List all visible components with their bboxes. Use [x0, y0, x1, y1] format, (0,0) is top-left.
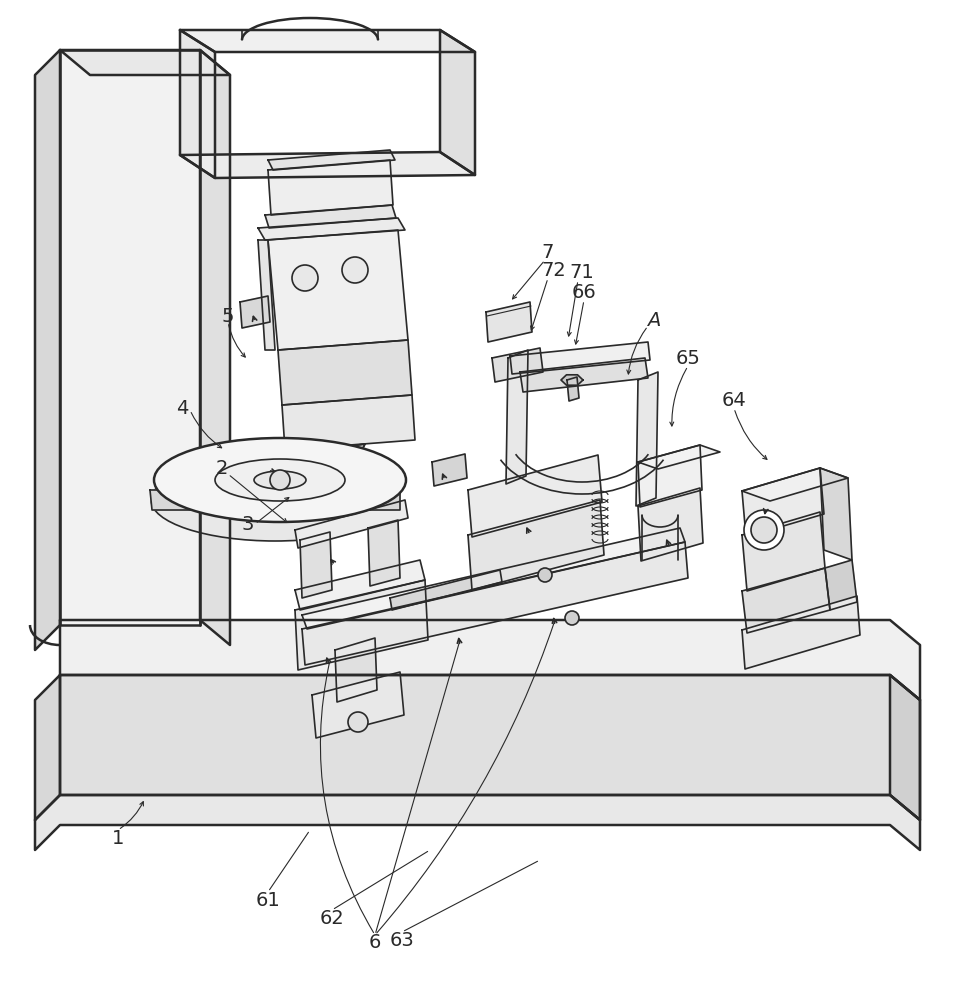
Circle shape — [565, 611, 579, 625]
Polygon shape — [432, 454, 467, 486]
Circle shape — [744, 510, 784, 550]
Text: 5: 5 — [222, 306, 234, 326]
Circle shape — [270, 470, 290, 490]
Polygon shape — [825, 560, 857, 610]
Polygon shape — [312, 672, 404, 738]
Polygon shape — [742, 468, 824, 537]
Polygon shape — [60, 675, 920, 820]
Text: 7: 7 — [541, 242, 554, 261]
Ellipse shape — [215, 459, 345, 501]
Polygon shape — [742, 596, 860, 669]
Polygon shape — [368, 520, 400, 586]
Text: 64: 64 — [722, 390, 746, 410]
Text: 4: 4 — [176, 398, 188, 418]
Polygon shape — [35, 50, 60, 650]
Polygon shape — [492, 348, 543, 382]
Text: 61: 61 — [256, 890, 281, 910]
Polygon shape — [742, 568, 830, 633]
Polygon shape — [268, 230, 408, 350]
Polygon shape — [468, 455, 602, 537]
Ellipse shape — [254, 471, 306, 489]
Polygon shape — [265, 205, 396, 228]
Polygon shape — [268, 160, 393, 215]
Polygon shape — [520, 358, 648, 392]
Text: 3: 3 — [242, 514, 254, 534]
Polygon shape — [282, 395, 415, 450]
Text: 1: 1 — [112, 828, 124, 848]
Polygon shape — [486, 302, 532, 342]
Circle shape — [292, 265, 318, 291]
Polygon shape — [180, 30, 215, 178]
Text: 71: 71 — [569, 262, 594, 282]
Polygon shape — [150, 490, 400, 510]
Polygon shape — [890, 675, 920, 820]
Polygon shape — [567, 377, 579, 401]
Polygon shape — [35, 675, 60, 820]
Ellipse shape — [154, 438, 406, 522]
Polygon shape — [440, 30, 475, 175]
Polygon shape — [268, 150, 395, 170]
Polygon shape — [561, 375, 583, 385]
Polygon shape — [636, 372, 658, 506]
Polygon shape — [60, 620, 920, 700]
Polygon shape — [510, 342, 650, 374]
Text: 6: 6 — [369, 932, 381, 952]
Polygon shape — [320, 444, 365, 490]
Polygon shape — [820, 468, 852, 560]
Polygon shape — [240, 296, 270, 328]
Polygon shape — [742, 468, 848, 501]
Text: 63: 63 — [390, 930, 414, 950]
Polygon shape — [295, 580, 428, 670]
Polygon shape — [638, 445, 702, 507]
Polygon shape — [180, 30, 475, 52]
Polygon shape — [742, 512, 825, 591]
Ellipse shape — [151, 459, 399, 541]
Text: 62: 62 — [319, 908, 345, 928]
Text: A: A — [648, 310, 661, 330]
Text: 2: 2 — [216, 458, 228, 478]
Polygon shape — [390, 570, 502, 610]
Polygon shape — [638, 445, 720, 469]
Text: 72: 72 — [541, 260, 566, 279]
Polygon shape — [302, 528, 685, 629]
Polygon shape — [302, 542, 688, 665]
Polygon shape — [335, 638, 377, 702]
Polygon shape — [300, 532, 332, 598]
Polygon shape — [60, 50, 200, 625]
Circle shape — [538, 568, 552, 582]
Polygon shape — [35, 795, 920, 850]
Polygon shape — [295, 500, 408, 548]
Polygon shape — [468, 500, 604, 590]
Polygon shape — [180, 152, 475, 178]
Polygon shape — [200, 50, 230, 645]
Polygon shape — [60, 50, 230, 75]
Polygon shape — [258, 240, 275, 350]
Polygon shape — [638, 488, 703, 561]
Text: 66: 66 — [571, 282, 596, 302]
Polygon shape — [278, 340, 412, 405]
Polygon shape — [258, 218, 405, 240]
Text: 65: 65 — [676, 349, 701, 367]
Polygon shape — [506, 350, 528, 484]
Polygon shape — [295, 560, 425, 610]
Circle shape — [751, 517, 777, 543]
Circle shape — [342, 257, 368, 283]
Circle shape — [348, 712, 368, 732]
